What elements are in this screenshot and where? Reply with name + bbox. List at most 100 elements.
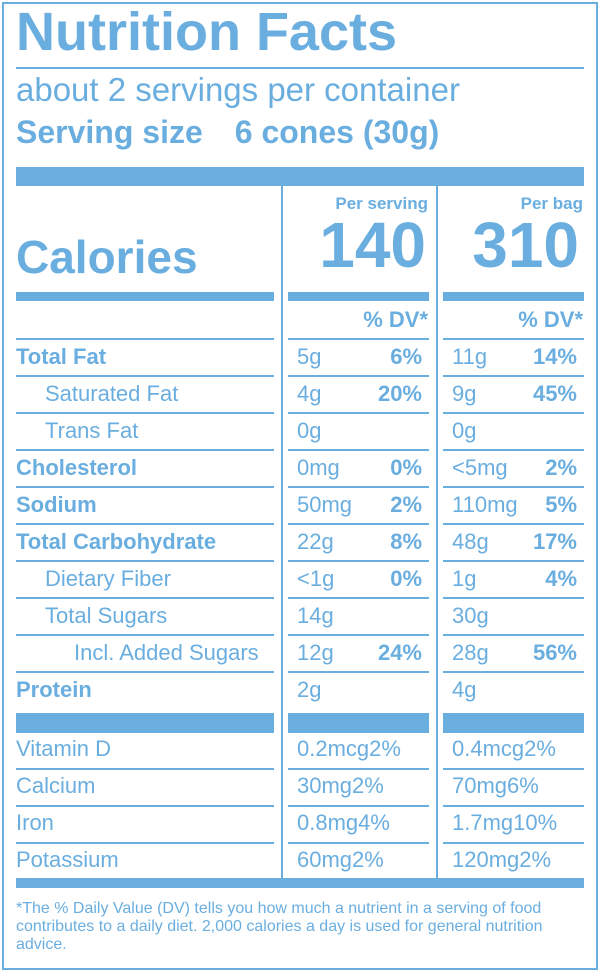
row-rule bbox=[288, 486, 429, 488]
serving-dv: 8% bbox=[390, 529, 422, 554]
column-divider-bag bbox=[436, 186, 438, 878]
vitamins-divider-serving bbox=[288, 713, 429, 733]
bag-dv: 17% bbox=[532, 529, 577, 554]
row-rule bbox=[288, 768, 429, 770]
serving-dv: 0% bbox=[390, 566, 422, 591]
vitamin-name: Iron bbox=[16, 810, 54, 835]
bag-dv: 56% bbox=[532, 640, 577, 665]
row-rule bbox=[288, 597, 429, 599]
vitamin-bag: 1.7mg10% bbox=[452, 810, 558, 835]
vitamin-name: Calcium bbox=[16, 773, 96, 798]
serving-dv: 2% bbox=[390, 492, 422, 517]
nutrient-name: Protein bbox=[16, 677, 92, 702]
serving-amount: 12g bbox=[297, 640, 334, 665]
nutrient-name: Total Carbohydrate bbox=[16, 529, 217, 554]
nutrient-name: Incl. Added Sugars bbox=[74, 640, 259, 665]
row-rule bbox=[16, 768, 274, 770]
vitamin-serving: 0.2mcg2% bbox=[297, 736, 401, 761]
row-rule bbox=[288, 842, 429, 844]
serving-amount: 4g bbox=[297, 381, 322, 406]
row-rule bbox=[288, 338, 429, 340]
row-rule bbox=[16, 805, 274, 807]
row-rule bbox=[443, 768, 584, 770]
serving-amount: 22g bbox=[297, 529, 334, 554]
nutrient-name: Trans Fat bbox=[45, 418, 139, 443]
per-serving-heading: Per serving bbox=[335, 194, 428, 213]
vitamin-bag: 70mg6% bbox=[452, 773, 539, 798]
bag-amount: 4g bbox=[452, 677, 477, 702]
bag-amount: 11g bbox=[452, 344, 488, 369]
title-divider bbox=[16, 67, 584, 69]
bag-dv: 14% bbox=[532, 344, 577, 369]
nutrient-name: Sodium bbox=[16, 492, 97, 517]
row-rule bbox=[16, 597, 274, 599]
row-rule bbox=[443, 486, 584, 488]
dv-heading-serving: % DV* bbox=[363, 307, 428, 332]
serving-amount: 14g bbox=[297, 603, 334, 628]
row-rule bbox=[443, 560, 584, 562]
bag-amount: 0g bbox=[452, 418, 477, 443]
bag-amount: 48g bbox=[452, 529, 489, 554]
serving-size-label: Serving size bbox=[16, 114, 203, 150]
footnote: *The % Daily Value (DV) tells you how mu… bbox=[16, 900, 543, 953]
bag-amount: 1g bbox=[452, 566, 477, 591]
bag-dv: 45% bbox=[532, 381, 577, 406]
bag-dv: 2% bbox=[545, 455, 577, 480]
row-rule bbox=[288, 412, 429, 414]
thick-divider-bottom bbox=[16, 878, 584, 888]
row-rule bbox=[16, 412, 274, 414]
row-rule bbox=[16, 486, 274, 488]
bag-amount: 9g bbox=[452, 381, 477, 406]
vitamin-serving: 0.8mg4% bbox=[297, 810, 390, 835]
row-rule bbox=[288, 560, 429, 562]
bag-dv: 4% bbox=[545, 566, 577, 591]
vitamin-serving: 30mg2% bbox=[297, 773, 384, 798]
bag-amount: 30g bbox=[452, 603, 489, 628]
row-rule bbox=[16, 671, 274, 673]
serving-amount: <1g bbox=[297, 566, 335, 591]
vitamin-serving: 60mg2% bbox=[297, 847, 384, 872]
serving-dv: 20% bbox=[377, 381, 422, 406]
vitamin-name: Vitamin D bbox=[16, 736, 111, 761]
calories-divider-label bbox=[16, 292, 274, 301]
thick-divider-top bbox=[16, 167, 584, 186]
serving-amount: 50mg bbox=[297, 492, 353, 517]
row-rule bbox=[288, 449, 429, 451]
serving-amount: 0mg bbox=[297, 455, 340, 480]
row-rule bbox=[16, 560, 274, 562]
row-rule bbox=[443, 842, 584, 844]
bag-amount: <5mg bbox=[452, 455, 508, 480]
bag-amount: 28g bbox=[452, 640, 489, 665]
servings-per-container: about 2 servings per container bbox=[16, 71, 460, 108]
serving-amount: 2g bbox=[297, 677, 322, 702]
bag-amount: 110mg bbox=[452, 492, 518, 517]
serving-dv: 24% bbox=[377, 640, 422, 665]
row-rule bbox=[443, 375, 584, 377]
row-rule bbox=[443, 523, 584, 525]
row-rule bbox=[443, 412, 584, 414]
serving-dv: 0% bbox=[390, 455, 422, 480]
row-rule bbox=[288, 671, 429, 673]
row-rule bbox=[443, 449, 584, 451]
serving-dv: 6% bbox=[390, 344, 422, 369]
nutrient-name: Dietary Fiber bbox=[45, 566, 171, 591]
calories-per-bag: 310 bbox=[472, 209, 579, 281]
vitamin-bag: 120mg2% bbox=[452, 847, 552, 872]
row-rule bbox=[288, 634, 429, 636]
vitamin-name: Potassium bbox=[16, 847, 119, 872]
nutrient-name: Cholesterol bbox=[16, 455, 138, 480]
serving-amount: 0g bbox=[297, 418, 322, 443]
serving-size: Serving size 6 cones (30g) bbox=[16, 112, 439, 152]
row-rule bbox=[443, 338, 584, 340]
dv-heading-bag: % DV* bbox=[518, 307, 583, 332]
row-rule bbox=[288, 805, 429, 807]
nutrient-name: Total Fat bbox=[16, 344, 107, 369]
row-rule bbox=[288, 375, 429, 377]
row-rule bbox=[443, 634, 584, 636]
row-rule bbox=[288, 523, 429, 525]
row-rule bbox=[16, 842, 274, 844]
row-rule bbox=[443, 671, 584, 673]
calories-divider-bag bbox=[443, 292, 584, 301]
